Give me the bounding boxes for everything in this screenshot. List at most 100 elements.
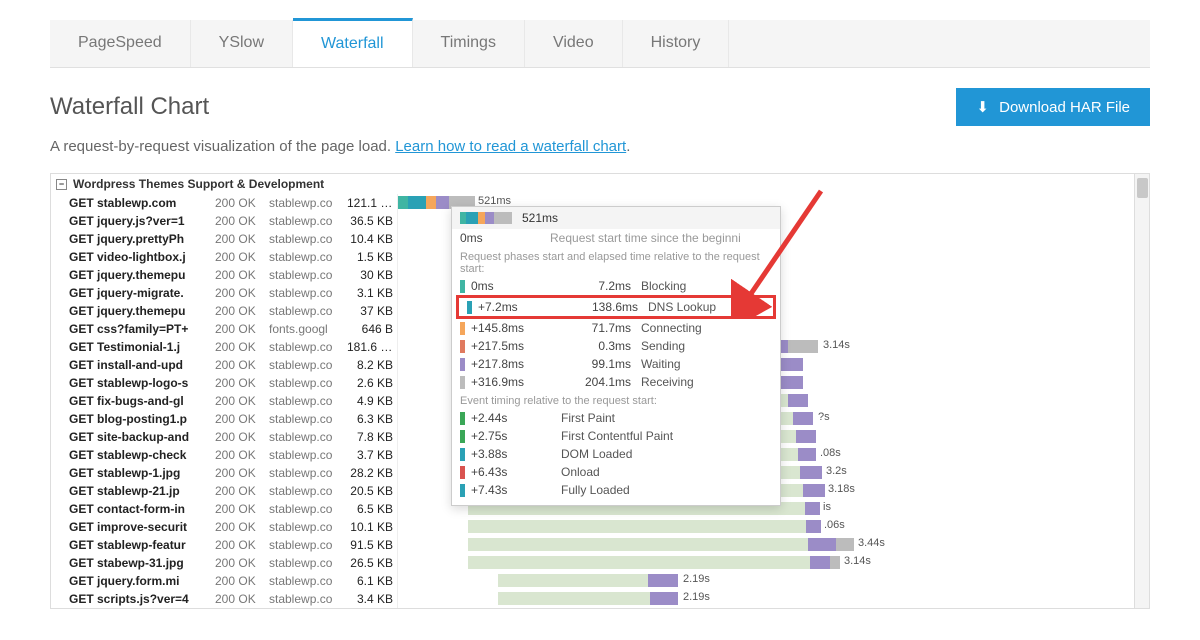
request-domain: stablewp.co — [265, 428, 343, 446]
request-url[interactable]: GET scripts.js?ver=4 — [65, 590, 211, 608]
timing-bar[interactable]: 2.19s — [397, 590, 1149, 608]
request-url[interactable]: GET stablewp-check — [65, 446, 211, 464]
request-url[interactable]: GET jquery.themepu — [65, 266, 211, 284]
scrollbar[interactable] — [1134, 174, 1149, 608]
request-size: 91.5 KB — [343, 536, 397, 554]
request-size: 6.1 KB — [343, 572, 397, 590]
request-url[interactable]: GET stabewp-31.jpg — [65, 554, 211, 572]
request-url[interactable]: GET stablewp-featur — [65, 536, 211, 554]
request-size: 7.8 KB — [343, 428, 397, 446]
request-domain: stablewp.co — [265, 464, 343, 482]
request-size: 8.2 KB — [343, 356, 397, 374]
request-tooltip: 521ms0msRequest start time since the beg… — [451, 206, 781, 506]
request-status: 200 OK — [211, 392, 265, 410]
scrollbar-thumb[interactable] — [1137, 178, 1148, 198]
request-url[interactable]: GET improve-securit — [65, 518, 211, 536]
request-status: 200 OK — [211, 284, 265, 302]
tab-waterfall[interactable]: Waterfall — [293, 18, 413, 67]
request-status: 200 OK — [211, 500, 265, 518]
request-status: 200 OK — [211, 518, 265, 536]
request-url[interactable]: GET fix-bugs-and-gl — [65, 392, 211, 410]
request-domain: stablewp.co — [265, 482, 343, 500]
request-size: 26.5 KB — [343, 554, 397, 572]
request-domain: stablewp.co — [265, 518, 343, 536]
timing-bar[interactable]: 3.14s — [397, 554, 1149, 572]
request-domain: stablewp.co — [265, 194, 343, 212]
timing-label: 3.44s — [858, 537, 885, 549]
tooltip-phase-row: +145.8ms71.7msConnecting — [452, 319, 780, 337]
tooltip-phase-row: +7.2ms138.6msDNS Lookup — [456, 295, 776, 319]
timing-label: 3.14s — [823, 339, 850, 351]
request-url[interactable]: GET jquery-migrate. — [65, 284, 211, 302]
waterfall-chart: − Wordpress Themes Support & Development… — [50, 173, 1150, 609]
request-domain: stablewp.co — [265, 590, 343, 608]
request-status: 200 OK — [211, 482, 265, 500]
timing-bar[interactable]: 3.44s — [397, 536, 1149, 554]
request-url[interactable]: GET jquery.themepu — [65, 302, 211, 320]
request-status: 200 OK — [211, 248, 265, 266]
tab-pagespeed[interactable]: PageSpeed — [50, 20, 191, 67]
timing-label: .08s — [820, 447, 841, 459]
root-row[interactable]: − Wordpress Themes Support & Development — [51, 174, 1149, 194]
request-size: 3.1 KB — [343, 284, 397, 302]
request-size: 121.1 KB — [343, 194, 397, 212]
request-url[interactable]: GET jquery.prettyPh — [65, 230, 211, 248]
request-url[interactable]: GET css?family=PT+ — [65, 320, 211, 338]
tooltip-event-row: +2.44sFirst Paint — [452, 409, 780, 427]
request-url[interactable]: GET jquery.js?ver=1 — [65, 212, 211, 230]
request-url[interactable]: GET site-backup-and — [65, 428, 211, 446]
request-url[interactable]: GET stablewp-logo-s — [65, 374, 211, 392]
request-domain: stablewp.co — [265, 284, 343, 302]
request-domain: stablewp.co — [265, 338, 343, 356]
request-size: 20.5 KB — [343, 482, 397, 500]
request-size: 10.4 KB — [343, 230, 397, 248]
download-har-button[interactable]: ⬇ Download HAR File — [956, 88, 1150, 126]
request-size: 6.3 KB — [343, 410, 397, 428]
request-status: 200 OK — [211, 194, 265, 212]
request-size: 28.2 KB — [343, 464, 397, 482]
timing-bar[interactable]: .06s — [397, 518, 1149, 536]
request-status: 200 OK — [211, 230, 265, 248]
learn-link[interactable]: Learn how to read a waterfall chart — [395, 138, 626, 155]
request-domain: fonts.googl — [265, 320, 343, 338]
request-domain: stablewp.co — [265, 212, 343, 230]
request-domain: stablewp.co — [265, 230, 343, 248]
subtitle: A request-by-request visualization of th… — [50, 138, 1150, 155]
request-size: 1.5 KB — [343, 248, 397, 266]
timing-bar[interactable]: 2.19s — [397, 572, 1149, 590]
request-domain: stablewp.co — [265, 302, 343, 320]
request-status: 200 OK — [211, 446, 265, 464]
request-url[interactable]: GET Testimonial-1.j — [65, 338, 211, 356]
request-url[interactable]: GET stablewp-21.jp — [65, 482, 211, 500]
request-status: 200 OK — [211, 320, 265, 338]
request-url[interactable]: GET video-lightbox.j — [65, 248, 211, 266]
request-status: 200 OK — [211, 554, 265, 572]
timing-label: 2.19s — [683, 573, 710, 585]
request-url[interactable]: GET stablewp.com — [65, 194, 211, 212]
request-status: 200 OK — [211, 338, 265, 356]
request-url[interactable]: GET stablewp-1.jpg — [65, 464, 211, 482]
collapse-icon[interactable]: − — [56, 179, 67, 190]
tooltip-event-row: +6.43sOnload — [452, 463, 780, 481]
tooltip-phase-row: +217.8ms99.1msWaiting — [452, 355, 780, 373]
tab-video[interactable]: Video — [525, 20, 623, 67]
request-size: 181.6 KB — [343, 338, 397, 356]
request-url[interactable]: GET blog-posting1.p — [65, 410, 211, 428]
request-url[interactable]: GET contact-form-in — [65, 500, 211, 518]
request-domain: stablewp.co — [265, 536, 343, 554]
tooltip-event-row: +3.88sDOM Loaded — [452, 445, 780, 463]
request-status: 200 OK — [211, 212, 265, 230]
request-url[interactable]: GET jquery.form.mi — [65, 572, 211, 590]
request-status: 200 OK — [211, 302, 265, 320]
timing-label: is — [823, 501, 831, 513]
tab-yslow[interactable]: YSlow — [191, 20, 293, 67]
request-domain: stablewp.co — [265, 356, 343, 374]
tooltip-event-row: +2.75sFirst Contentful Paint — [452, 427, 780, 445]
tab-timings[interactable]: Timings — [413, 20, 525, 67]
tab-history[interactable]: History — [623, 20, 730, 67]
request-size: 3.4 KB — [343, 590, 397, 608]
request-status: 200 OK — [211, 356, 265, 374]
request-url[interactable]: GET install-and-upd — [65, 356, 211, 374]
request-status: 200 OK — [211, 266, 265, 284]
request-status: 200 OK — [211, 590, 265, 608]
